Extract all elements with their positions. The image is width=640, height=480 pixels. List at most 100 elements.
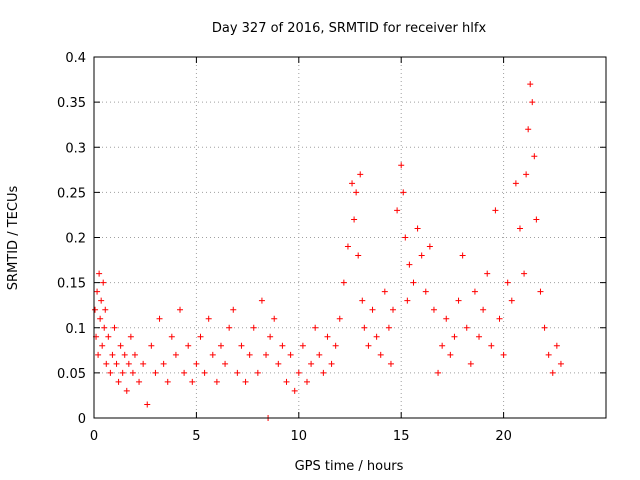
data-point: [267, 333, 274, 340]
data-point: [115, 378, 122, 385]
data-point: [246, 351, 253, 358]
data-point: [254, 369, 261, 376]
data-point: [463, 324, 470, 331]
y-tick-label: 0.3: [65, 141, 86, 156]
data-point: [381, 288, 388, 295]
data-point: [105, 333, 112, 340]
data-point: [390, 306, 397, 313]
data-point: [418, 252, 425, 259]
data-point: [123, 387, 130, 394]
data-point: [422, 288, 429, 295]
data-point: [541, 324, 548, 331]
data-point: [136, 378, 143, 385]
y-tick-label: 0.05: [57, 367, 86, 382]
data-point: [152, 369, 159, 376]
data-point: [351, 216, 358, 223]
data-point: [121, 351, 128, 358]
data-point: [521, 270, 528, 277]
data-point: [97, 315, 104, 322]
data-point: [185, 342, 192, 349]
y-tick-label: 0: [78, 412, 86, 427]
data-point: [504, 279, 511, 286]
data-point: [213, 378, 220, 385]
data-point: [109, 351, 116, 358]
data-point: [549, 369, 556, 376]
data-point: [99, 342, 106, 349]
data-point: [332, 342, 339, 349]
data-point: [181, 369, 188, 376]
data-point: [234, 369, 241, 376]
data-point: [197, 333, 204, 340]
data-point: [283, 378, 290, 385]
data-point: [447, 351, 454, 358]
data-point: [177, 306, 184, 313]
data-point: [295, 369, 302, 376]
data-point: [527, 81, 534, 88]
data-point: [435, 369, 442, 376]
data-point: [426, 243, 433, 250]
data-point: [168, 333, 175, 340]
data-point: [336, 315, 343, 322]
data-point: [324, 333, 331, 340]
data-point: [201, 369, 208, 376]
data-point: [103, 360, 110, 367]
data-point: [467, 360, 474, 367]
data-point: [144, 401, 151, 408]
data-point: [508, 297, 515, 304]
data-point: [250, 324, 257, 331]
data-point: [471, 288, 478, 295]
data-point: [557, 360, 564, 367]
data-point: [238, 342, 245, 349]
data-point: [222, 360, 229, 367]
data-point: [355, 252, 362, 259]
data-point: [516, 225, 523, 232]
data-point: [209, 351, 216, 358]
data-point: [101, 324, 108, 331]
data-point: [226, 324, 233, 331]
data-point: [102, 306, 109, 313]
data-point: [410, 279, 417, 286]
data-point: [398, 162, 405, 169]
data-point: [480, 306, 487, 313]
data-point: [299, 342, 306, 349]
data-point: [361, 324, 368, 331]
data-point: [531, 153, 538, 160]
data-point: [353, 189, 360, 196]
data-point: [230, 306, 237, 313]
data-point: [129, 369, 136, 376]
data-point: [117, 342, 124, 349]
data-point: [340, 279, 347, 286]
x-axis-label: GPS time / hours: [295, 459, 404, 474]
data-point: [160, 360, 167, 367]
data-point: [96, 270, 103, 277]
data-point: [523, 171, 530, 178]
y-tick-label: 0.15: [57, 277, 86, 292]
data-points: [92, 81, 564, 421]
data-point: [316, 351, 323, 358]
grid-lines: [94, 57, 606, 418]
data-point: [127, 333, 134, 340]
data-point: [525, 126, 532, 133]
data-point: [430, 306, 437, 313]
data-point: [320, 369, 327, 376]
data-point: [328, 360, 335, 367]
data-point: [275, 360, 282, 367]
data-point: [400, 189, 407, 196]
data-point: [107, 369, 114, 376]
y-tick-label: 0.35: [57, 96, 86, 111]
data-point: [553, 342, 560, 349]
data-point: [125, 360, 132, 367]
data-point: [193, 360, 200, 367]
chart-title: Day 327 of 2016, SRMTID for receiver hlf…: [212, 21, 487, 36]
data-point: [308, 360, 315, 367]
data-point: [488, 342, 495, 349]
data-point: [98, 297, 105, 304]
data-point: [387, 360, 394, 367]
data-point: [164, 378, 171, 385]
data-point: [205, 315, 212, 322]
data-point: [404, 297, 411, 304]
data-point: [119, 369, 126, 376]
data-point: [402, 234, 409, 241]
data-point: [459, 252, 466, 259]
